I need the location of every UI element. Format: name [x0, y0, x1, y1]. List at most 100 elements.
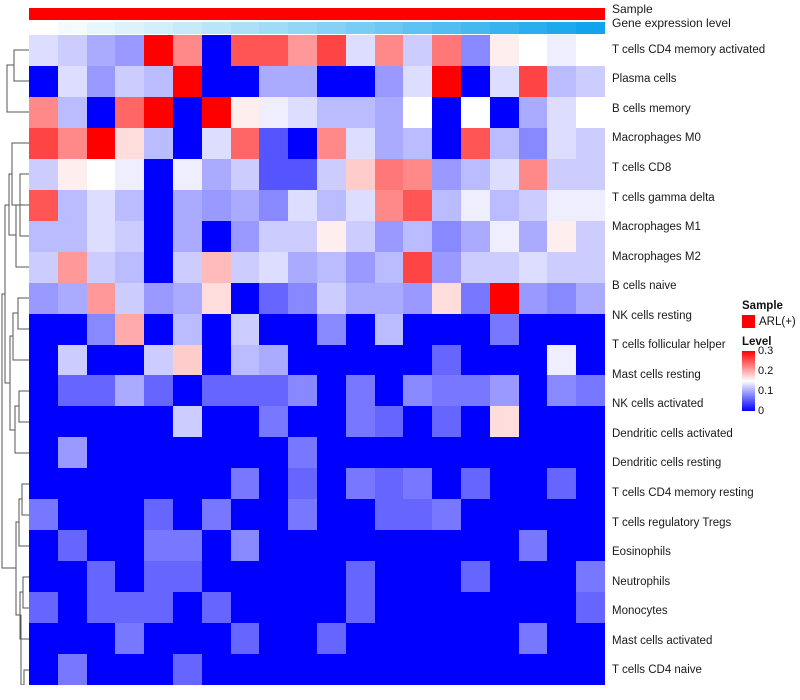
heatmap-cell	[489, 592, 519, 624]
heatmap-cell	[403, 406, 433, 438]
heatmap-cell	[460, 375, 490, 407]
heatmap-cell	[115, 623, 145, 655]
heatmap-cell	[172, 251, 202, 283]
heatmap-cell	[374, 654, 404, 685]
heatmap-cell	[403, 437, 433, 469]
heatmap-cell	[115, 65, 145, 97]
heatmap-cell	[29, 654, 58, 685]
heatmap-cell	[316, 344, 346, 376]
heatmap-cell	[288, 313, 317, 345]
colorbar-tick: 0.2	[758, 365, 774, 377]
heatmap-cell	[489, 189, 519, 221]
heatmap-cell	[432, 437, 461, 469]
heatmap-cell	[518, 96, 548, 128]
annotation-cell-gene-expression	[144, 22, 173, 34]
colorbar-tick: 0.3	[758, 345, 774, 357]
heatmap-cell	[201, 282, 231, 314]
heatmap-cell	[144, 468, 173, 500]
heatmap-cell	[460, 251, 490, 283]
heatmap-cell	[345, 654, 375, 685]
heatmap-cell	[172, 623, 202, 655]
heatmap-cell	[230, 65, 260, 97]
heatmap-cell	[374, 406, 404, 438]
heatmap-cell	[374, 282, 404, 314]
heatmap-cell	[288, 127, 317, 159]
heatmap-cell	[29, 282, 58, 314]
heatmap-cell	[29, 623, 58, 655]
heatmap-cell	[230, 654, 260, 685]
heatmap-cell	[316, 437, 346, 469]
heatmap-cell	[115, 437, 145, 469]
heatmap-cell	[432, 65, 461, 97]
heatmap-cell	[29, 561, 58, 593]
heatmap-cell	[230, 592, 260, 624]
heatmap-cell	[288, 282, 317, 314]
heatmap-cell	[518, 468, 548, 500]
heatmap-cell	[115, 313, 145, 345]
heatmap-cell	[86, 313, 116, 345]
heatmap-cell	[518, 251, 548, 283]
heatmap-cell	[374, 35, 404, 66]
heatmap-cell	[489, 220, 519, 252]
colorbar-gradient	[742, 351, 755, 411]
heatmap-cell	[576, 654, 605, 685]
annotation-cell-sample	[288, 8, 317, 20]
row-label: B cells naive	[612, 280, 677, 293]
heatmap-cell	[547, 189, 577, 221]
heatmap-cell	[374, 65, 404, 97]
annotation-bar-sample	[29, 8, 605, 20]
heatmap-cell	[576, 313, 605, 345]
heatmap-cell	[172, 313, 202, 345]
annotation-cell-sample	[403, 8, 433, 20]
heatmap-cell	[316, 468, 346, 500]
legend-sample-label: ARL(+)	[759, 315, 796, 328]
heatmap-cell	[432, 127, 461, 159]
heatmap-cell	[230, 468, 260, 500]
heatmap-cell	[316, 96, 346, 128]
heatmap-cell	[518, 561, 548, 593]
heatmap-cell	[57, 344, 87, 376]
heatmap-cell	[403, 654, 433, 685]
heatmap-cell	[115, 282, 145, 314]
heatmap-cell	[403, 127, 433, 159]
heatmap-cell	[460, 127, 490, 159]
heatmap-cell	[432, 189, 461, 221]
heatmap-cell	[172, 158, 202, 190]
heatmap-cell	[115, 96, 145, 128]
heatmap-cell	[86, 654, 116, 685]
heatmap-cell	[489, 158, 519, 190]
heatmap-cell	[29, 158, 58, 190]
heatmap-cell	[288, 158, 317, 190]
annotation-cell-gene-expression	[460, 22, 490, 34]
heatmap-cell	[201, 437, 231, 469]
heatmap-cell	[115, 127, 145, 159]
heatmap-cell	[115, 561, 145, 593]
heatmap-cell	[374, 375, 404, 407]
annotation-cell-sample	[201, 8, 231, 20]
heatmap-cell	[518, 623, 548, 655]
heatmap-cell	[86, 592, 116, 624]
heatmap-cell	[547, 65, 577, 97]
heatmap-cell	[201, 623, 231, 655]
annotation-cell-gene-expression	[86, 22, 116, 34]
heatmap-cell	[460, 437, 490, 469]
heatmap-cell	[259, 251, 289, 283]
annotation-cell-gene-expression	[230, 22, 260, 34]
heatmap-cell	[345, 406, 375, 438]
heatmap-cell	[144, 313, 173, 345]
heatmap-cell	[432, 158, 461, 190]
row-label: Neutrophils	[612, 575, 671, 588]
heatmap-cell	[374, 530, 404, 562]
heatmap-cell	[518, 65, 548, 97]
heatmap-cell	[316, 127, 346, 159]
annotation-cell-sample	[115, 8, 145, 20]
heatmap-cell	[86, 189, 116, 221]
heatmap-cell	[86, 344, 116, 376]
annotation-bar-gene-expression	[29, 22, 605, 34]
annotation-cell-sample	[86, 8, 116, 20]
heatmap-cell	[172, 592, 202, 624]
annotation-cell-sample	[316, 8, 346, 20]
heatmap-cell	[576, 468, 605, 500]
heatmap-cell	[29, 127, 58, 159]
